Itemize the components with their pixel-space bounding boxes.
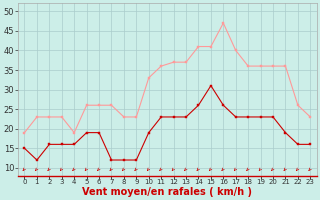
- X-axis label: Vent moyen/en rafales ( km/h ): Vent moyen/en rafales ( km/h ): [82, 187, 252, 197]
